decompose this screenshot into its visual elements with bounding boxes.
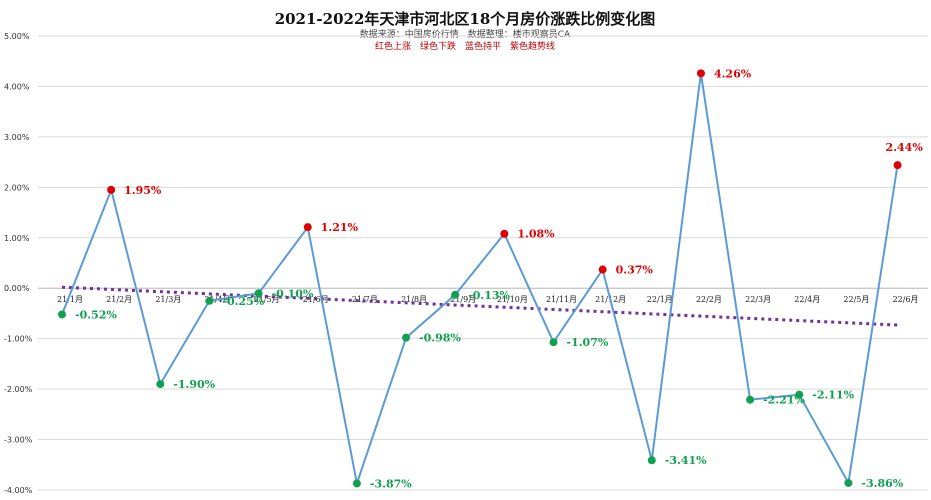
y-tick-label: 3.00% (4, 133, 30, 142)
data-point (156, 380, 165, 389)
y-tick-label: 4.00% (4, 82, 30, 91)
data-labels: -0.52% 1.95% -1.90% -0.25% -0.10% 1.21% -3.87%… (75, 67, 923, 490)
data-point (254, 289, 263, 298)
data-point (303, 223, 312, 232)
data-point (696, 69, 705, 78)
data-label: -2.21% (763, 394, 805, 407)
color-legend: 红色上涨 绿色下跌 蓝色持平 紫色趋势线 (375, 40, 555, 52)
y-tick-label: 2.00% (4, 183, 30, 192)
data-label: -3.41% (665, 454, 707, 467)
x-tick-label: 21/2月 (106, 295, 132, 304)
y-tick-label: 1.00% (4, 234, 30, 243)
chart-title: 2021-2022年天津市河北区18个月房价涨跌比例变化图 (275, 10, 656, 28)
data-label: -1.90% (173, 378, 215, 391)
chart-subtitle: 数据来源：中国房价行情 数据整理：楼市观察员CA (360, 28, 571, 40)
data-label: -3.86% (861, 477, 903, 490)
data-label: -0.98% (419, 332, 461, 345)
data-label: 2.44% (886, 141, 924, 154)
x-tick-label: 21/8月 (401, 295, 427, 304)
data-point (107, 185, 116, 194)
x-tick-label: 22/2月 (696, 295, 722, 304)
data-point (647, 456, 656, 465)
data-point (500, 229, 509, 238)
data-point (795, 390, 804, 399)
data-point (549, 338, 558, 347)
data-label: -0.25% (222, 295, 264, 308)
data-label: -3.87% (370, 477, 412, 490)
data-point (598, 265, 607, 274)
x-tick-label: 22/1月 (647, 295, 673, 304)
data-point (746, 395, 755, 404)
x-tick-label: 22/6月 (893, 295, 919, 304)
y-tick-label: -3.00% (4, 436, 33, 445)
y-tick-label: 5.00% (4, 32, 30, 41)
data-point (58, 310, 66, 319)
data-label: -1.07% (567, 336, 609, 349)
x-tick-label: 21/1月 (57, 295, 83, 304)
x-tick-label: 22/4月 (794, 295, 820, 304)
data-label: 1.21% (321, 221, 359, 234)
x-tick-label: 21/3月 (155, 295, 181, 304)
data-label: -0.10% (272, 287, 314, 300)
x-tick-label: 22/3月 (745, 295, 771, 304)
data-label: -0.52% (75, 308, 117, 321)
y-tick-label: -4.00% (4, 486, 33, 495)
data-label: 4.26% (714, 67, 752, 80)
y-tick-label: -2.00% (4, 385, 33, 394)
data-label: 1.08% (517, 228, 555, 241)
data-label: -0.13% (468, 289, 510, 302)
data-point (402, 333, 411, 342)
data-points (58, 69, 902, 488)
grid-lines (38, 35, 928, 491)
x-tick-label: 21/9月 (450, 295, 476, 304)
x-tick-label: 21/10月 (497, 295, 528, 304)
x-tick-label: 22/5月 (843, 295, 869, 304)
data-label: 0.37% (616, 264, 654, 277)
data-point (451, 290, 460, 299)
data-point (844, 478, 853, 487)
y-axis-ticks: 5.00% 4.00% 3.00% 2.00% 1.00% 0.00% -1.00% -2.0… (4, 32, 33, 495)
x-tick-label: 21/5月 (254, 295, 280, 304)
data-point (205, 296, 214, 305)
y-tick-label: 0.00% (4, 284, 30, 293)
series-line (61, 73, 899, 488)
x-tick-label: 21/11月 (546, 295, 577, 304)
data-point (893, 161, 902, 170)
data-label: -2.11% (812, 389, 854, 402)
y-tick-label: -1.00% (4, 335, 33, 344)
data-label: 1.95% (124, 184, 162, 197)
data-point (352, 479, 361, 488)
